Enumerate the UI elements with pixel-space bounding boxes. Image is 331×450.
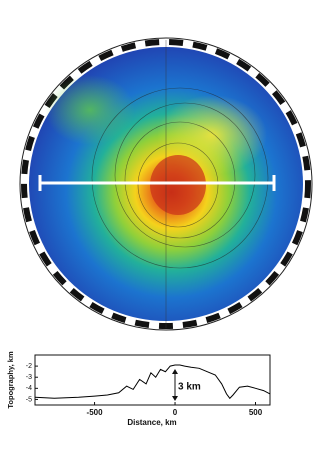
plain <box>45 75 135 145</box>
x-axis-label: Distance, km <box>127 418 176 427</box>
map-label: 120°W <box>157 339 178 347</box>
x-tick-label: -500 <box>87 408 104 417</box>
contours <box>91 87 269 269</box>
y-tick-label: -2 <box>26 363 32 370</box>
highland <box>157 95 267 175</box>
y-tick-label: -3 <box>26 374 32 381</box>
x-tick-label: 500 <box>249 408 263 417</box>
map-label: 60°E <box>167 12 183 20</box>
y-tick-label: -4 <box>26 385 32 392</box>
profile-line <box>34 364 271 400</box>
x-tick-label: 0 <box>173 408 178 417</box>
summit <box>150 155 206 215</box>
y-axis-label: Topography, km <box>6 351 15 409</box>
polar-map <box>19 37 313 331</box>
y-tick-label: -5 <box>26 396 32 403</box>
annotation: 3 km <box>178 382 201 393</box>
map-label: 120°E <box>22 89 39 110</box>
map-label: 180 <box>24 255 36 269</box>
map-label: 60°W <box>292 252 308 271</box>
